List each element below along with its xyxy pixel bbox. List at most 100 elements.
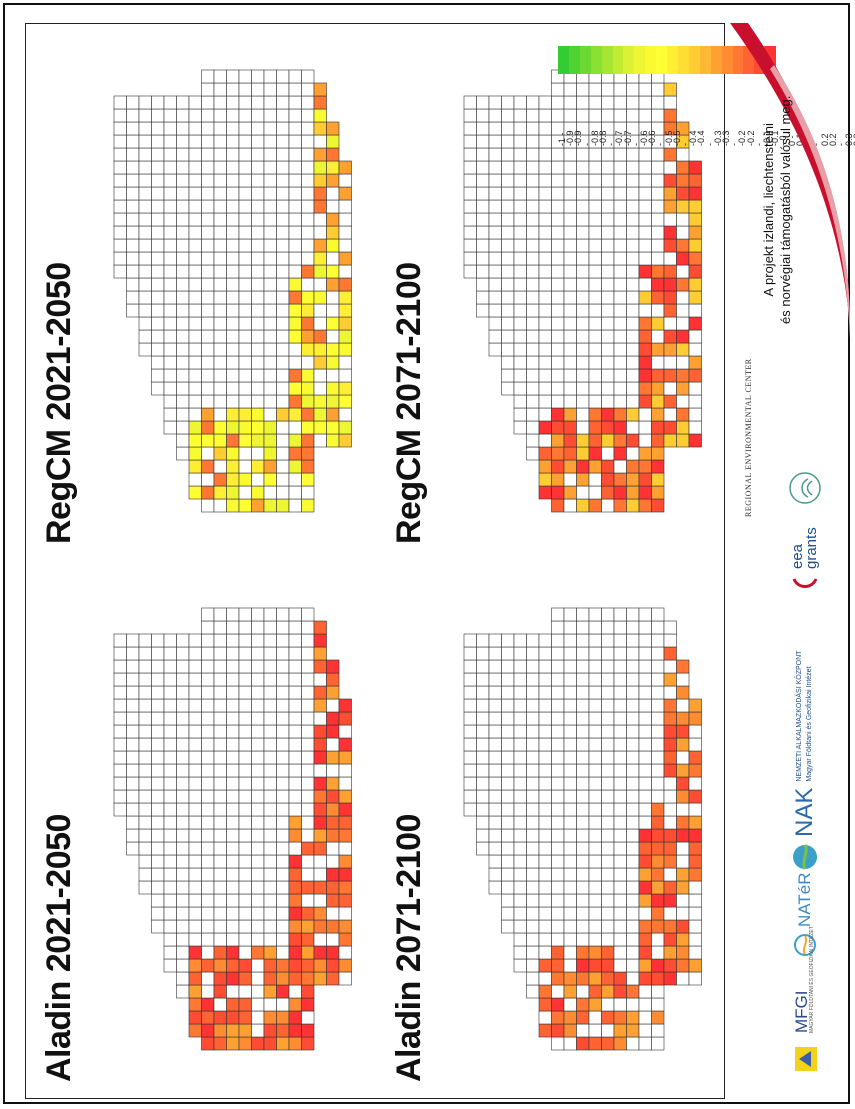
grid-cell — [313, 264, 327, 279]
grid-cell — [251, 841, 265, 856]
grid-cell — [551, 984, 565, 999]
grid-cell — [513, 698, 527, 713]
grid-cell — [551, 251, 565, 266]
grid-cell — [688, 880, 702, 895]
grid-cell — [263, 971, 277, 986]
grid-cell — [138, 95, 152, 110]
grid-cell — [551, 919, 565, 934]
grid-cell — [288, 342, 302, 357]
grid-cell — [513, 368, 527, 383]
grid-cell — [313, 420, 327, 435]
grid-cell — [601, 472, 615, 487]
grid-cell — [301, 147, 315, 162]
grid-cell — [563, 958, 577, 973]
grid-cell — [238, 108, 252, 123]
grid-cell — [613, 459, 627, 474]
grid-cell — [251, 186, 265, 201]
grid-cell — [151, 711, 165, 726]
grid-cell — [651, 620, 665, 635]
grid-cell — [326, 147, 340, 162]
grid-cell — [513, 828, 527, 843]
legend-swatch — [677, 46, 689, 74]
grid-cell — [201, 854, 215, 869]
grid-cell — [163, 958, 177, 973]
grid-cell — [213, 958, 227, 973]
grid-cell — [113, 646, 127, 661]
grid-cell — [288, 121, 302, 136]
grid-cell — [588, 633, 602, 648]
grid-cell — [626, 802, 640, 817]
grid-cell — [601, 290, 615, 305]
grid-cell — [551, 828, 565, 843]
grid-cell — [463, 802, 477, 817]
grid-cell — [601, 776, 615, 791]
grid-cell — [688, 711, 702, 726]
grid-cell — [263, 880, 277, 895]
grid-cell — [526, 251, 540, 266]
legend-label: -0.4 - -0.3 — [696, 130, 723, 146]
grid-cell — [626, 698, 640, 713]
grid-cell — [588, 316, 602, 331]
grid-cell — [601, 620, 615, 635]
grid-cell — [213, 789, 227, 804]
grid-cell — [201, 659, 215, 674]
grid-cell — [526, 394, 540, 409]
grid-cell — [138, 160, 152, 175]
grid-cell — [326, 763, 340, 778]
grid-cell — [513, 737, 527, 752]
grid-cell — [263, 893, 277, 908]
grid-cell — [688, 160, 702, 175]
grid-cell — [488, 763, 502, 778]
grid-cell — [338, 789, 352, 804]
grid-cell — [251, 433, 265, 448]
grid-cell — [176, 186, 190, 201]
grid-cell — [513, 199, 527, 214]
grid-cell — [663, 368, 677, 383]
grid-cell — [238, 880, 252, 895]
grid-cell — [176, 264, 190, 279]
grid-cell — [513, 750, 527, 765]
legend-swatch — [612, 46, 624, 74]
grid-cell — [163, 802, 177, 817]
grid-cell — [176, 368, 190, 383]
grid-cell — [301, 958, 315, 973]
grid-cell — [113, 685, 127, 700]
grid-cell — [501, 841, 515, 856]
grid-cell — [201, 134, 215, 149]
grid-cell — [126, 264, 140, 279]
grid-cell — [651, 485, 665, 500]
grid-cell — [338, 316, 352, 331]
nak-logo: NAK NEMZETI ALKALMAZKODÁSI KÖZPONT Magya… — [770, 651, 840, 871]
grid-cell — [538, 763, 552, 778]
grid-cell — [326, 173, 340, 188]
grid-cell — [601, 711, 615, 726]
grid-cell — [188, 238, 202, 253]
grid-cell — [138, 815, 152, 830]
grid-cell — [563, 394, 577, 409]
grid-cell — [288, 802, 302, 817]
grid-cell — [501, 893, 515, 908]
grid-cell — [276, 459, 290, 474]
grid-cell — [576, 173, 590, 188]
grid-cell — [201, 685, 215, 700]
grid-cell — [613, 472, 627, 487]
grid-cell — [538, 264, 552, 279]
grid-cell — [576, 277, 590, 292]
grid-cell — [538, 381, 552, 396]
grid-cell — [276, 789, 290, 804]
grid-cell — [188, 446, 202, 461]
grid-cell — [163, 381, 177, 396]
grid-cell — [563, 199, 577, 214]
grid-cell — [638, 394, 652, 409]
grid-cell — [538, 147, 552, 162]
grid-cell — [301, 685, 315, 700]
grid-cell — [313, 316, 327, 331]
grid-cell — [588, 108, 602, 123]
grid-cell — [188, 750, 202, 765]
grid-cell — [263, 698, 277, 713]
grid-cell — [238, 472, 252, 487]
grid-cell — [213, 880, 227, 895]
grid-cell — [488, 134, 502, 149]
grid-cell — [151, 147, 165, 162]
grid-cell — [613, 646, 627, 661]
